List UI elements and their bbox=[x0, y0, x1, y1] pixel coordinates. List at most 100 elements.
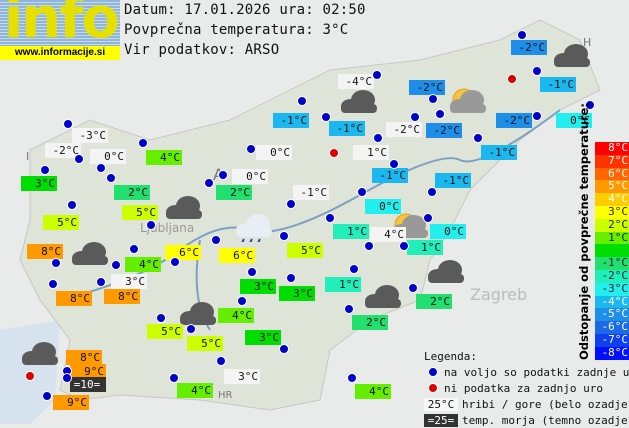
station-temperature: 8°C bbox=[104, 289, 140, 304]
station-temperature: -4°C bbox=[338, 74, 374, 89]
station-marker[interactable] bbox=[146, 220, 156, 230]
scale-step: -4°C bbox=[595, 295, 629, 309]
station-marker[interactable] bbox=[435, 109, 445, 119]
station-marker[interactable] bbox=[297, 96, 307, 106]
station-marker[interactable] bbox=[51, 258, 61, 268]
station-marker[interactable] bbox=[74, 154, 84, 164]
station-marker[interactable] bbox=[532, 111, 542, 121]
station-marker[interactable] bbox=[67, 200, 77, 210]
logo[interactable]: info www.informacije.si bbox=[0, 0, 120, 60]
station-marker[interactable] bbox=[106, 173, 116, 183]
station-marker[interactable] bbox=[218, 170, 228, 180]
station-marker[interactable] bbox=[211, 235, 221, 245]
cloud-icon bbox=[68, 240, 112, 266]
station-temperature: 3°C bbox=[21, 176, 57, 191]
station-marker[interactable] bbox=[399, 241, 409, 251]
station-marker[interactable] bbox=[373, 133, 383, 143]
date-line: Datum: 17.01.2026 ura: 02:50 bbox=[124, 2, 366, 18]
station-marker[interactable] bbox=[428, 94, 438, 104]
station-marker[interactable] bbox=[279, 231, 289, 241]
station-marker[interactable] bbox=[111, 260, 121, 270]
station-marker[interactable] bbox=[349, 264, 359, 274]
station-marker[interactable] bbox=[344, 304, 354, 314]
legend-title: Legenda: bbox=[424, 349, 477, 363]
station-marker[interactable] bbox=[138, 138, 148, 148]
station-dot-icon bbox=[428, 367, 438, 377]
station-marker[interactable] bbox=[48, 279, 58, 289]
legend: Legenda: na voljo so podatki zadnje ure … bbox=[424, 348, 629, 428]
station-marker[interactable] bbox=[585, 100, 595, 110]
station-temperature: 8°C bbox=[27, 244, 63, 259]
station-marker[interactable] bbox=[357, 187, 367, 197]
station-temperature: 0°C bbox=[556, 113, 592, 128]
station-temperature: 3°C bbox=[224, 369, 260, 384]
cloud-icon bbox=[162, 194, 206, 220]
station-marker[interactable] bbox=[286, 199, 296, 209]
station-temperature: 4°C bbox=[355, 384, 391, 399]
logo-url[interactable]: www.informacije.si bbox=[0, 46, 120, 60]
average-temperature: Povprečna temperatura: 3°C bbox=[124, 22, 349, 38]
station-marker[interactable] bbox=[473, 133, 483, 143]
station-marker[interactable] bbox=[408, 283, 418, 293]
station-marker[interactable] bbox=[423, 213, 433, 223]
station-temperature: -1°C bbox=[329, 121, 365, 136]
station-marker[interactable] bbox=[325, 213, 335, 223]
cloud-icon bbox=[337, 88, 381, 114]
station-temperature: -1°C bbox=[481, 145, 517, 160]
station-marker[interactable] bbox=[96, 163, 106, 173]
station-marker[interactable] bbox=[129, 244, 139, 254]
station-marker[interactable] bbox=[389, 159, 399, 169]
station-marker[interactable] bbox=[410, 112, 420, 122]
scale-step: 6°C bbox=[595, 167, 629, 181]
station-temperature: 5°C bbox=[187, 336, 223, 351]
station-marker[interactable] bbox=[364, 241, 374, 251]
station-marker[interactable] bbox=[347, 373, 357, 383]
scale-step: -5°C bbox=[595, 308, 629, 322]
station-temperature: 5°C bbox=[122, 205, 158, 220]
legend-available: na voljo so podatki zadnje ure bbox=[444, 365, 629, 379]
station-marker[interactable] bbox=[372, 70, 382, 80]
station-marker[interactable] bbox=[286, 273, 296, 283]
station-temperature: -2°C bbox=[511, 40, 547, 55]
station-temperature: -1°C bbox=[293, 185, 329, 200]
station-marker[interactable] bbox=[96, 277, 106, 287]
station-marker[interactable] bbox=[42, 391, 52, 401]
legend-sea-sample: =25= bbox=[424, 413, 458, 427]
station-marker[interactable] bbox=[156, 313, 166, 323]
map-label-italy: I bbox=[26, 150, 29, 163]
station-marker[interactable] bbox=[170, 257, 180, 267]
station-temperature: -1°C bbox=[435, 173, 471, 188]
scale-step bbox=[595, 244, 629, 258]
legend-hill-text: hribi / gore (belo ozadje) bbox=[462, 397, 629, 411]
cloud-icon bbox=[424, 258, 468, 284]
station-marker[interactable] bbox=[517, 30, 527, 40]
legend-sea-text: temp. morja (temno ozadje) bbox=[462, 413, 629, 427]
station-marker[interactable] bbox=[427, 187, 437, 197]
scale-step: -6°C bbox=[595, 320, 629, 334]
station-marker[interactable] bbox=[532, 66, 542, 76]
station-temperature: 1°C bbox=[407, 240, 443, 255]
station-marker[interactable] bbox=[186, 324, 196, 334]
station-marker[interactable] bbox=[247, 267, 257, 277]
station-temperature: 1°C bbox=[353, 145, 389, 160]
station-marker-no-data[interactable] bbox=[329, 148, 339, 158]
station-temperature: 0°C bbox=[232, 169, 268, 184]
station-marker[interactable] bbox=[237, 296, 247, 306]
station-marker[interactable] bbox=[246, 144, 256, 154]
cloud-icon bbox=[18, 340, 62, 366]
station-marker[interactable] bbox=[40, 165, 50, 175]
station-temperature: 5°C bbox=[287, 243, 323, 258]
station-marker[interactable] bbox=[204, 178, 214, 188]
station-marker-no-data[interactable] bbox=[25, 371, 35, 381]
station-marker-no-data[interactable] bbox=[507, 74, 517, 84]
station-temperature: 6°C bbox=[219, 248, 255, 263]
station-marker[interactable] bbox=[62, 373, 72, 383]
station-marker[interactable] bbox=[169, 373, 179, 383]
missing-dot-icon bbox=[428, 383, 438, 393]
station-marker[interactable] bbox=[279, 344, 289, 354]
station-marker[interactable] bbox=[63, 119, 73, 129]
station-marker[interactable] bbox=[321, 112, 331, 122]
scale-step: 8°C bbox=[595, 141, 629, 155]
scale-step: 1°C bbox=[595, 231, 629, 245]
station-marker[interactable] bbox=[216, 356, 226, 366]
